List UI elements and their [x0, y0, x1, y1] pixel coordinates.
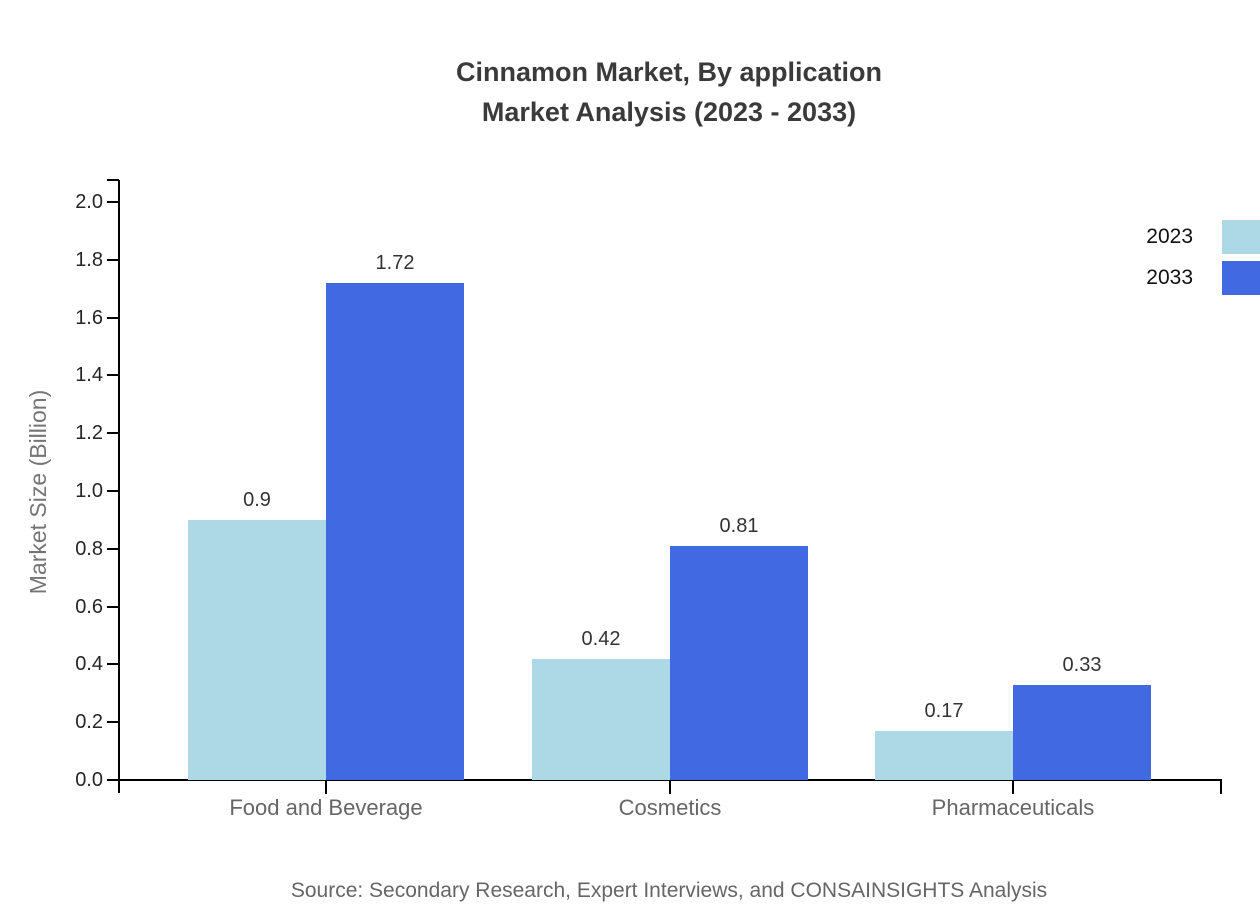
value-label-2023-cosmetics: 0.42: [581, 628, 621, 650]
y-tick-label: 1.4: [75, 364, 103, 387]
legend-label-2023: 2023: [1146, 225, 1193, 248]
bar-2023-pharmaceuticals: [875, 731, 1013, 780]
x-tick: [325, 781, 327, 794]
chart-title-line2: Market Analysis (2023 - 2033): [481, 97, 857, 127]
category-label-cosmetics: Cosmetics: [618, 795, 722, 820]
bar-2033-food-and-beverage: [326, 283, 464, 780]
chart-title-line1: Cinnamon Market, By application: [455, 57, 883, 87]
legend-label-2033: 2033: [1146, 266, 1193, 289]
y-tick: [107, 721, 119, 724]
category-label-food-and-beverage: Food and Beverage: [229, 795, 423, 820]
y-tick: [107, 316, 119, 319]
y-tick-label: 0.6: [75, 595, 103, 618]
y-tick-label: 1.6: [75, 306, 103, 329]
y-tick: [107, 605, 119, 608]
bar-2023-food-and-beverage: [188, 520, 326, 780]
source-note: Source: Secondary Research, Expert Inter…: [290, 879, 1048, 902]
y-tick-label: 0.8: [75, 537, 103, 560]
bar-2033-cosmetics: [670, 546, 808, 780]
value-label-2033-cosmetics: 0.81: [719, 515, 759, 537]
x-axis-end-cap: [1220, 779, 1222, 794]
y-tick-label: 0.4: [75, 653, 103, 676]
value-label-2023-pharmaceuticals: 0.17: [924, 700, 964, 722]
chart-title: Cinnamon Market, By application Market A…: [169, 52, 1169, 132]
y-tick: [107, 779, 119, 781]
x-tick: [669, 781, 671, 794]
value-label-2033-pharmaceuticals: 0.33: [1062, 654, 1102, 676]
category-label-pharmaceuticals: Pharmaceuticals: [931, 795, 1095, 820]
y-tick-label: 1.8: [75, 248, 103, 271]
x-axis-line: [118, 779, 1222, 781]
y-tick-label: 0.2: [75, 711, 103, 734]
x-tick: [1012, 781, 1014, 794]
y-tick: [107, 432, 119, 435]
y-axis-end-cap: [107, 179, 119, 181]
bar-2033-pharmaceuticals: [1013, 685, 1151, 780]
y-tick: [107, 547, 119, 550]
y-tick: [107, 663, 119, 666]
y-tick: [107, 258, 119, 261]
legend-swatch-2023: [1222, 220, 1260, 254]
y-tick: [107, 490, 119, 492]
y-tick-label: 2.0: [75, 191, 103, 213]
y-tick: [107, 374, 119, 377]
y-tick-label: 0.0: [75, 769, 103, 791]
y-tick-label: 1.0: [75, 480, 103, 502]
value-label-2033-food-and-beverage: 1.72: [375, 252, 415, 274]
value-label-2023-food-and-beverage: 0.9: [243, 489, 271, 511]
y-tick: [107, 201, 119, 203]
y-tick-label: 1.2: [75, 422, 103, 445]
y-axis-line: [118, 180, 120, 793]
bar-2023-cosmetics: [532, 659, 670, 780]
legend-swatch-2033: [1222, 261, 1260, 295]
